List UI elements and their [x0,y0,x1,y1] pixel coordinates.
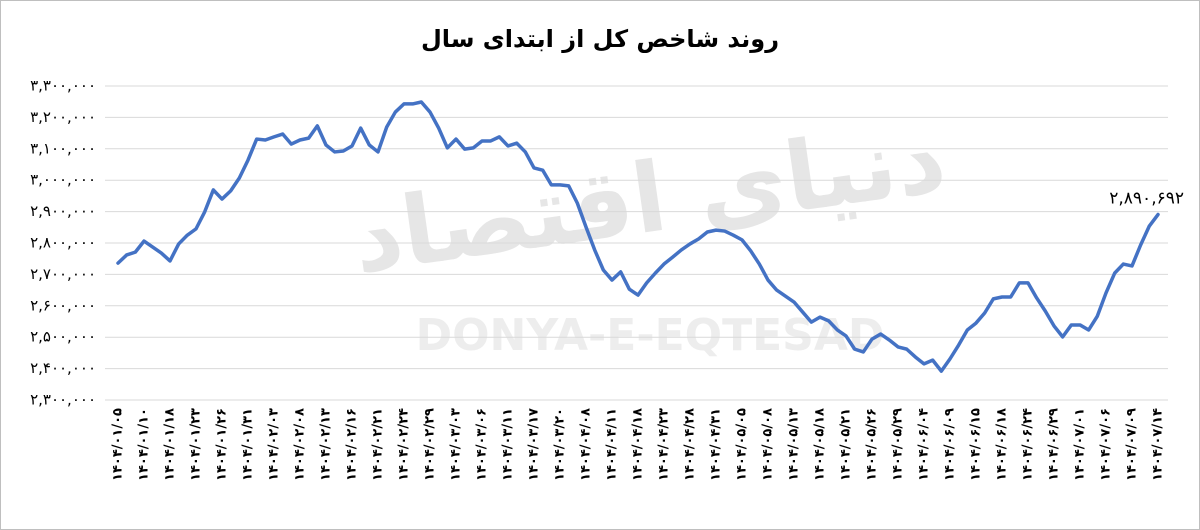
x-tick-label: ۱۴۰۴/۰۵/۰۵ [735,408,750,481]
x-tick-label: ۱۴۰۴/۰۶/۱۸ [995,408,1010,481]
x-tick-label: ۱۴۰۴/۰۵/۱۳ [787,408,802,481]
x-tick-label: ۱۴۰۴/۰۲/۲۱ [371,408,386,481]
x-tick-label: ۱۴۰۴/۰۵/۰۸ [761,408,776,481]
x-tick-label: ۱۴۰۴/۰۶/۲۹ [1047,408,1062,481]
x-tick-label: ۱۴۰۴/۰۱/۲۶ [215,408,230,481]
x-tick-label: ۱۴۰۴/۰۶/۰۹ [943,408,958,481]
y-tick-label: ۲,۹۰۰,۰۰۰ [30,202,96,220]
y-tick-label: ۲,۸۰۰,۰۰۰ [30,234,96,252]
x-tick-label: ۱۴۰۴/۰۳/۱۱ [501,408,516,481]
y-tick-label: ۳,۱۰۰,۰۰۰ [30,139,96,157]
line-series [116,100,1160,373]
x-tick-label: ۱۴۰۴/۰۷/۰۱ [1073,408,1088,481]
y-tick-label: ۳,۲۰۰,۰۰۰ [30,108,96,126]
y-tick-label: ۲,۷۰۰,۰۰۰ [30,265,96,283]
x-tick-label: ۱۴۰۴/۰۵/۱۸ [813,408,828,481]
x-tick-label: ۱۴۰۴/۰۳/۰۳ [449,408,464,481]
x-tick-label: ۱۴۰۴/۰۱/۰۵ [111,408,126,481]
x-tick-label: ۱۴۰۴/۰۲/۱۶ [345,408,360,481]
x-tick-label: ۱۴۰۴/۰۴/۳۱ [709,408,724,481]
x-tick-label: ۱۴۰۴/۰۳/۱۷ [527,408,542,481]
x-tick-label: ۱۴۰۴/۰۶/۱۵ [969,408,984,481]
data-label: ۲,۸۹۰,۶۹۲ [1109,189,1184,209]
x-tick-label: ۱۴۰۴/۰۱/۱۸ [163,408,178,481]
y-tick-label: ۳,۳۰۰,۰۰۰ [30,77,96,95]
x-tick-label: ۱۴۰۴/۰۴/۱۸ [631,408,646,481]
x-tick-label: ۱۴۰۴/۰۲/۰۳ [267,408,282,481]
x-tick-label: ۱۴۰۴/۰۴/۲۸ [683,408,698,481]
x-tick-label: ۱۴۰۴/۰۲/۲۹ [423,408,438,481]
y-tick-label: ۳,۰۰۰,۰۰۰ [30,171,96,189]
x-tick-label: ۱۴۰۴/۰۳/۲۰ [553,408,568,481]
y-tick-label: ۲,۳۰۰,۰۰۰ [30,391,96,409]
chart-title: روند شاخص کل از ابتدای سال [421,25,779,53]
x-tick-label: ۱۴۰۴/۰۵/۲۹ [891,408,906,481]
x-tick-label: ۱۴۰۴/۰۴/۲۳ [657,408,672,481]
x-tick-label: ۱۴۰۴/۰۲/۲۴ [397,408,412,481]
x-tick-label: ۱۴۰۴/۰۵/۲۱ [839,408,854,481]
y-tick-label: ۲,۶۰۰,۰۰۰ [30,296,96,314]
x-tick-label: ۱۴۰۴/۰۲/۱۳ [319,408,334,481]
watermark: DONYA-E-EQTESAD [416,310,885,361]
x-tick-label: ۱۴۰۴/۰۴/۰۸ [579,408,594,481]
plot-area: ۲,۸۹۰,۶۹۲ [116,100,1184,373]
x-tick-label: ۱۴۰۴/۰۳/۰۶ [475,408,490,481]
x-tick-label: ۱۴۰۴/۰۶/۲۴ [1021,408,1036,481]
x-tick-label: ۱۴۰۴/۰۲/۰۸ [293,408,308,481]
y-tick-label: ۲,۴۰۰,۰۰۰ [30,359,96,377]
x-tick-label: ۱۴۰۴/۰۴/۱۱ [605,408,620,481]
x-tick-label: ۱۴۰۴/۰۷/۰۹ [1125,408,1140,481]
x-tick-label: ۱۴۰۴/۰۱/۲۳ [189,408,204,481]
x-tick-label: ۱۴۰۴/۰۷/۱۴ [1151,408,1166,481]
x-tick-label: ۱۴۰۴/۰۵/۲۶ [865,408,880,481]
x-tick-label: ۱۴۰۴/۰۱/۳۱ [241,408,256,481]
x-tick-label: ۱۴۰۴/۰۱/۱۰ [137,408,152,481]
x-tick-label: ۱۴۰۴/۰۷/۰۶ [1099,408,1114,481]
y-tick-label: ۲,۵۰۰,۰۰۰ [30,328,96,346]
x-tick-label: ۱۴۰۴/۰۶/۰۴ [917,408,932,481]
